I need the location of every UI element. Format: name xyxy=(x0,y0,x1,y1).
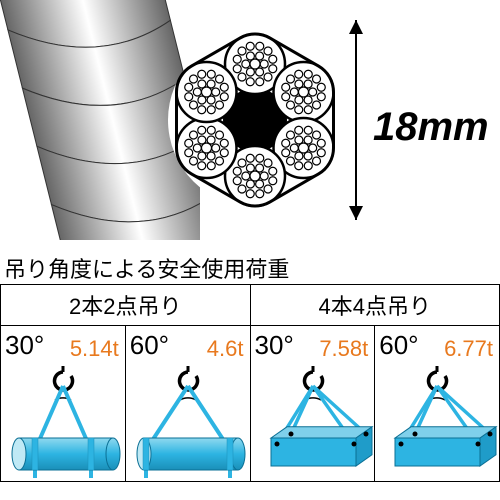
load-value: 7.58t xyxy=(319,336,368,362)
diameter-dimension: 18mm xyxy=(345,20,495,220)
angle-label: 60° xyxy=(379,330,418,361)
load-table: 2本2点吊り 4本4点吊り 30° 5.14t 60° 4.6t 30° 7.58t 60°… xyxy=(0,284,500,482)
sling-diagram xyxy=(251,366,376,481)
diameter-label: 18mm xyxy=(373,105,489,150)
cable-cross-section xyxy=(160,25,350,215)
header-two-point: 2本2点吊り xyxy=(1,285,251,326)
angle-label: 60° xyxy=(130,330,169,361)
load-value: 6.77t xyxy=(444,336,493,362)
table-title: 吊り角度による安全使用荷重 xyxy=(0,250,500,284)
angle-label: 30° xyxy=(255,330,294,361)
sling-diagram xyxy=(126,366,251,481)
header-four-point: 4本4点吊り xyxy=(250,285,500,326)
load-value: 5.14t xyxy=(70,336,119,362)
load-value: 4.6t xyxy=(207,336,244,362)
sling-diagram xyxy=(375,366,500,481)
sling-diagram xyxy=(1,366,126,481)
angle-label: 30° xyxy=(5,330,44,361)
